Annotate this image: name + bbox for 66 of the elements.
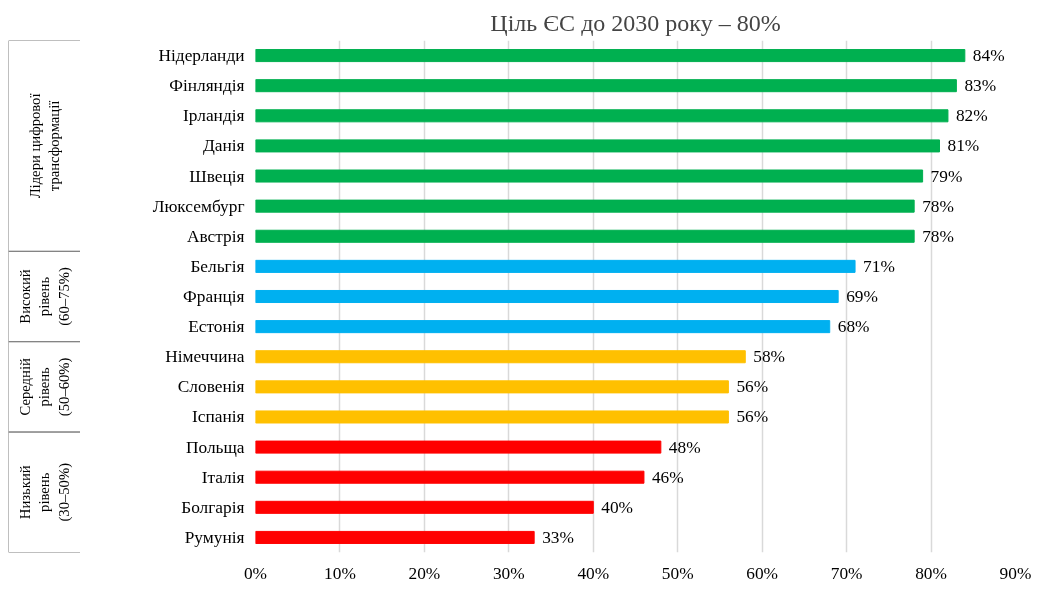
bar [255,380,729,394]
y-tick-label: Франція [183,287,245,306]
data-label: 81% [947,136,980,156]
bar [255,470,645,484]
x-tick-label: 60% [746,563,779,583]
y-tick-label: Румунія [184,527,245,547]
bar [255,229,915,243]
data-label: 40% [601,497,634,517]
data-label: 78% [922,226,954,246]
data-label: 78% [922,196,954,216]
data-label: 84% [972,46,1005,66]
x-tick-label: 50% [661,563,694,583]
y-tick-label: Швеція [189,166,245,186]
bar [255,410,729,424]
x-tick-label: 20% [408,563,441,583]
bar [255,530,535,544]
x-tick-label: 30% [492,563,525,583]
y-tick-label: Ірландія [183,106,245,126]
data-label: 69% [846,287,878,306]
data-label: 68% [837,317,870,337]
data-label: 56% [736,377,769,397]
data-label: 48% [668,437,701,457]
data-label: 46% [651,467,684,487]
bar [255,169,924,183]
bar [255,320,831,334]
x-tick-label: 70% [830,563,863,583]
y-tick-label: Австрія [186,226,245,246]
x-tick-label: 80% [915,563,947,583]
y-tick-label: Бельгія [190,256,245,276]
data-label: 33% [542,527,574,547]
y-tick-label: Болгарія [181,497,245,517]
text: Лідери цифрової трансформації [26,92,63,199]
text: Середній рівень (50–60%) [17,357,73,417]
x-tick-label: 40% [577,563,610,583]
bar [255,440,662,454]
data-label: 82% [955,106,988,126]
y-tick-label: Нідерланди [158,46,245,66]
y-tick-label: Німеччина [165,347,245,367]
x-tick-label: 0% [243,563,268,583]
data-label: 71% [863,256,895,276]
data-label: 83% [964,76,997,96]
bar [255,49,966,63]
y-tick-label: Данія [202,136,245,156]
y-tick-label: Естонія [188,317,245,337]
bar [255,199,915,213]
chart-title: Ціль ЄС до 2030 року – 80% [490,9,781,36]
bar [255,259,856,273]
data-label: 79% [930,166,963,186]
bar [255,350,746,364]
bar [255,289,839,304]
y-tick-label: Фінляндія [169,76,245,96]
bar [255,79,957,93]
bar [255,109,949,123]
text: Низький рівень (30–50%) [17,462,73,522]
text: Високий рівень (60–75%) [17,267,73,326]
data-label: 56% [736,407,769,427]
x-tick-label: 10% [324,563,356,583]
y-tick-label: Іспанія [192,407,245,427]
y-tick-label: Словенія [177,377,245,397]
data-label: 58% [753,347,786,367]
y-tick-label: Люксембург [152,196,245,216]
y-tick-label: Польща [185,437,245,457]
bar [255,500,594,514]
x-tick-label: 90% [999,563,1032,583]
y-tick-label: Італія [201,467,245,487]
bar [255,139,940,153]
